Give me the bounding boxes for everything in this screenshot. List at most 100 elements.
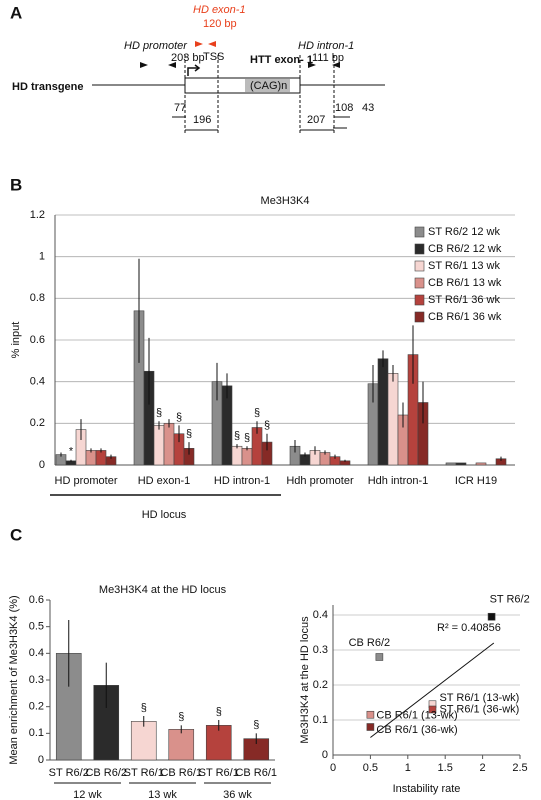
y-tick-label: 0 (322, 749, 328, 761)
x-tick-label: 2 (480, 762, 486, 774)
length-label: 196 (193, 114, 211, 126)
y-tick-label: 0.3 (29, 674, 44, 686)
group-label: 12 wk (73, 789, 102, 800)
point (366, 723, 375, 731)
trendline (370, 642, 495, 738)
primer-size: 111 bp (312, 52, 344, 64)
y-tick-label: 0.4 (30, 376, 45, 388)
significance-mark: § (156, 407, 162, 419)
y-tick-label: 0 (39, 459, 45, 471)
primer-label: HD promoter (124, 40, 188, 52)
y-axis-label: Me3H3K4 at the HD locus (299, 616, 311, 744)
significance-mark: § (253, 719, 259, 731)
tss-label: TSS (203, 51, 224, 63)
bar (205, 725, 232, 761)
point (366, 710, 375, 719)
x-tick-label: ST R6/1 (124, 767, 164, 779)
significance-mark: § (176, 411, 182, 423)
x-tick-label: 0.5 (363, 762, 378, 774)
x-tick-label: 1 (405, 762, 411, 774)
legend-label: CB R6/1 13 wk (428, 277, 502, 289)
chart-title: Me3H3K4 (261, 195, 310, 207)
point (428, 705, 437, 714)
significance-mark: § (234, 430, 240, 442)
bar (85, 450, 97, 466)
y-axis-label: Mean enrichment of Me3H3K4 (%) (8, 595, 20, 764)
significance-mark: * (69, 446, 74, 458)
significance-mark: § (186, 428, 192, 440)
x-tick-label: ICR H19 (455, 475, 497, 487)
y-tick-label: 0.4 (313, 609, 328, 621)
x-tick-label: Hdh promoter (286, 475, 354, 487)
legend-swatch (414, 243, 425, 255)
legend-label: ST R6/2 12 wk (428, 226, 500, 238)
legend-label: ST R6/1 36 wk (428, 294, 500, 306)
y-tick-label: 1 (39, 251, 45, 263)
bar (163, 423, 175, 466)
x-tick-label: CB R6/2 (85, 767, 127, 779)
bar (445, 462, 457, 466)
y-tick-label: 1.2 (30, 209, 45, 221)
transgene-diagram (92, 55, 385, 135)
x-tick-label: HD exon-1 (138, 475, 191, 487)
primer-label: HD intron-1 (298, 40, 354, 52)
bar (130, 721, 157, 761)
point-label: CB R6/2 (349, 637, 391, 649)
point-label: CB R6/1 (36-wk) (376, 724, 457, 736)
x-tick-label: CB R6/1 (235, 767, 277, 779)
legend-swatch (414, 311, 425, 323)
primer-size: 203 bp (171, 52, 205, 64)
legend-swatch (414, 260, 425, 272)
y-axis-label: % input (10, 322, 22, 359)
group-label: HD locus (142, 509, 187, 521)
significance-mark: § (178, 711, 184, 723)
length-label: 207 (307, 114, 325, 126)
length-label: 77 (174, 102, 186, 114)
x-tick-label: HD intron-1 (214, 475, 270, 487)
x-tick-label: CB R6/1 (160, 767, 202, 779)
point (375, 653, 384, 661)
y-tick-label: 0.5 (29, 621, 44, 633)
point (487, 612, 496, 621)
length-label: 108 (335, 102, 353, 114)
significance-mark: § (244, 432, 250, 444)
legend-swatch (414, 226, 425, 238)
legend-label: ST R6/1 13 wk (428, 260, 500, 272)
y-tick-label: 0.6 (30, 334, 45, 346)
x-tick-label: 2.5 (512, 762, 527, 774)
bar (168, 729, 195, 761)
x-tick-label: HD promoter (55, 475, 118, 487)
y-tick-label: 0.3 (313, 644, 328, 656)
point-label: ST R6/2 (490, 594, 530, 606)
y-tick-label: 0.2 (313, 679, 328, 691)
x-tick-label: 0 (330, 762, 336, 774)
y-tick-label: 0.1 (313, 714, 328, 726)
x-axis-label: Instability rate (393, 783, 461, 795)
primer-size: 120 bp (203, 18, 237, 30)
point-label: CB R6/1 (13-wk) (376, 710, 457, 722)
primer-arrows (140, 41, 340, 68)
transgene-label: HD transgene (12, 81, 84, 93)
repeat-label: (CAG)n (250, 80, 287, 92)
y-tick-label: 0.2 (29, 701, 44, 713)
bar (231, 445, 243, 466)
legend-label: CB R6/2 12 wk (428, 243, 502, 255)
primer-label: HD exon-1 (193, 4, 246, 16)
y-tick-label: 0.8 (30, 292, 45, 304)
bar (475, 462, 487, 466)
chart-title: Me3H3K4 at the HD locus (99, 584, 227, 596)
y-tick-label: 0.2 (30, 417, 45, 429)
panel-label: B (10, 175, 22, 194)
panel-label: A (10, 3, 22, 22)
panel-label: C (10, 525, 22, 544)
significance-mark: § (216, 706, 222, 718)
group-label: 13 wk (148, 789, 177, 800)
x-tick-label: 1.5 (438, 762, 453, 774)
length-label: 43 (362, 102, 374, 114)
bar (95, 450, 107, 466)
x-tick-label: Hdh intron-1 (368, 475, 429, 487)
x-tick-label: ST R6/1 (199, 767, 239, 779)
significance-mark: § (141, 702, 147, 714)
legend-label: CB R6/1 36 wk (428, 311, 502, 323)
